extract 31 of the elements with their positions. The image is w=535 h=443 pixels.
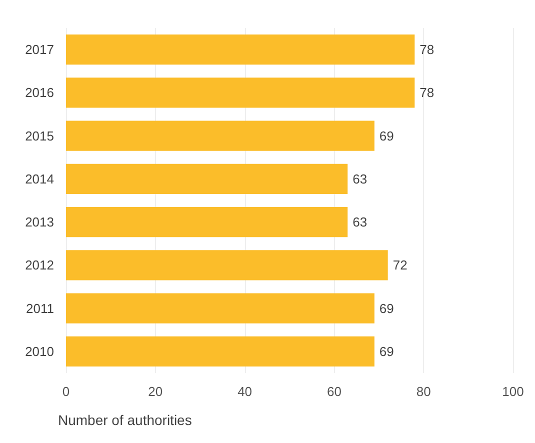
data-label: 69: [379, 128, 394, 144]
x-tick-label: 40: [238, 384, 252, 399]
x-tick-label: 100: [502, 384, 524, 399]
x-tick-label: 80: [416, 384, 431, 399]
data-label: 78: [420, 42, 434, 58]
y-tick-label: 2015: [25, 128, 54, 144]
bar: [66, 250, 388, 280]
y-tick-label: 2016: [25, 85, 54, 100]
y-tick-label: 2013: [25, 214, 54, 230]
y-tick-label: 2014: [25, 171, 54, 186]
y-tick-label: 2012: [25, 258, 54, 273]
x-axis-title: Number of authorities: [58, 412, 192, 428]
data-label: 78: [420, 85, 434, 100]
data-label: 63: [352, 214, 368, 230]
bar: [66, 206, 348, 238]
bar: [66, 164, 348, 194]
data-label: 72: [392, 258, 408, 273]
bar: [66, 336, 374, 367]
y-tick-label: 2017: [25, 42, 54, 58]
bar: [66, 293, 374, 324]
bar: [66, 120, 374, 151]
x-tick-label: 20: [148, 384, 163, 399]
y-tick-label: 2010: [25, 344, 54, 359]
data-label: 69: [379, 300, 394, 316]
bar: [66, 34, 415, 65]
bar: [66, 78, 415, 108]
data-label: 69: [379, 344, 394, 359]
y-tick-label: 2011: [26, 300, 54, 316]
x-tick-label: 60: [326, 384, 342, 399]
x-tick-label: 0: [62, 384, 70, 399]
data-label: 63: [352, 171, 368, 186]
